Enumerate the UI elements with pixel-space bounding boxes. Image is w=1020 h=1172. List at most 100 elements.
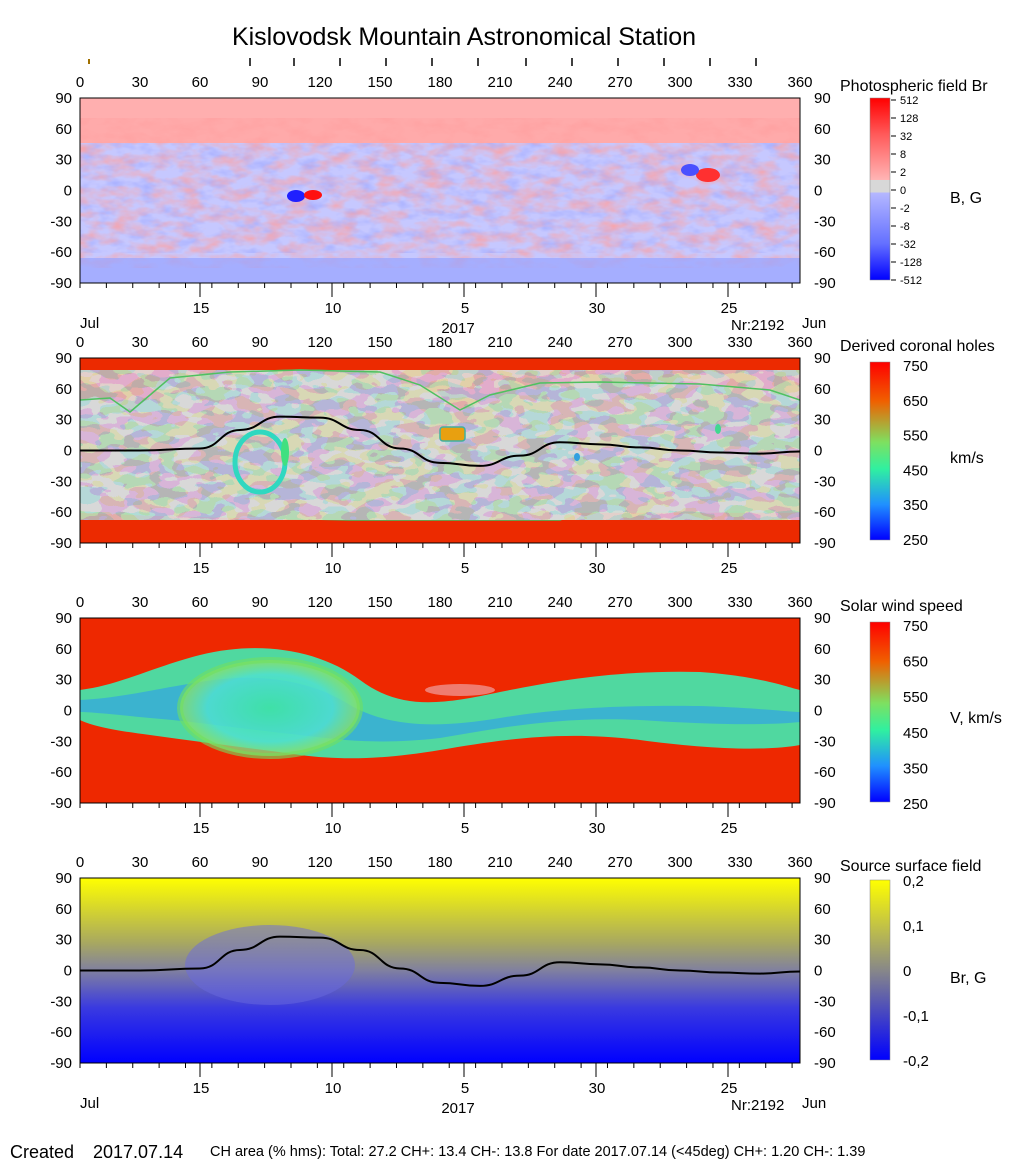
neutral-line: [79, 935, 801, 987]
x-tick-label: 150: [367, 594, 392, 611]
x-tick-label: 300: [667, 854, 692, 871]
y-tick-label-left: 30: [55, 672, 72, 689]
y-tick-label-right: -30: [814, 473, 836, 490]
date-tick-label: 10: [325, 560, 342, 577]
colorbar-tick-label: 0: [903, 963, 911, 980]
colorbar-source: [869, 879, 891, 1061]
date-tick-label: 5: [461, 300, 469, 317]
x-tick-label: 210: [487, 854, 512, 871]
colorbar-tick-label: -2: [900, 203, 910, 215]
photospheric-field-map: [80, 98, 800, 283]
colorbar-tick-label: 450: [903, 725, 928, 742]
x-tick-label: 60: [192, 854, 209, 871]
tiny-coronal-hole: [715, 424, 721, 434]
colorbar-tick-label: 512: [900, 95, 918, 107]
y-tick-label-right: 0: [814, 703, 822, 720]
x-tick-label: 0: [76, 854, 84, 871]
y-tick-label-right: -30: [814, 993, 836, 1010]
x-tick-label: 120: [307, 74, 332, 91]
colorbar-tick-label: 450: [903, 462, 928, 479]
small-coronal-hole: [439, 426, 466, 442]
y-tick-label-left: 0: [64, 183, 72, 200]
colorbar-tick-label: 350: [903, 760, 928, 777]
colorbar-tick-label: -32: [900, 239, 916, 251]
x-tick-label: 330: [727, 334, 752, 351]
y-tick-label-left: 60: [55, 381, 72, 398]
colorbar-tick-label: 750: [903, 618, 928, 635]
colorbar-unit: Br, G: [950, 970, 986, 987]
closed-field-texture: [80, 370, 800, 520]
x-tick-label: 60: [192, 334, 209, 351]
y-tick-label-left: -90: [50, 795, 72, 812]
colorbar-unit: V, km/s: [950, 710, 1002, 727]
year-label: 2017: [441, 1100, 474, 1117]
y-tick-label-right: 0: [814, 183, 822, 200]
source-negative-bulge: [185, 925, 355, 1005]
x-tick-label: 30: [132, 334, 149, 351]
date-tick-label: 30: [589, 300, 606, 317]
solar-wind-map: [80, 618, 800, 803]
x-tick-label: 90: [252, 854, 269, 871]
y-tick-label-left: -30: [50, 733, 72, 750]
x-tick-label: 0: [76, 594, 84, 611]
month-left-label: Jul: [80, 1095, 99, 1112]
colorbar-tick-label: -0,2: [903, 1053, 929, 1070]
colorbar-tick-label: -128: [900, 257, 922, 269]
figure-title: Kislovodsk Mountain Astronomical Station: [232, 23, 696, 51]
colorbar-tick-label: -8: [900, 221, 910, 233]
colorbar-tick-label: 350: [903, 497, 928, 514]
y-tick-label-right: -30: [814, 213, 836, 230]
y-tick-label-left: -90: [50, 1055, 72, 1072]
y-tick-label-right: -60: [814, 764, 836, 781]
y-tick-label-left: 0: [64, 963, 72, 980]
y-tick-label-left: -60: [50, 244, 72, 261]
y-tick-label-left: 60: [55, 641, 72, 658]
y-tick-label-left: 30: [55, 152, 72, 169]
y-tick-label-right: 30: [814, 152, 831, 169]
source-surface-map: [80, 878, 800, 1063]
x-tick-label: 90: [252, 594, 269, 611]
y-tick-label-right: -60: [814, 1024, 836, 1041]
x-tick-label: 210: [487, 334, 512, 351]
y-tick-label-right: 30: [814, 672, 831, 689]
slow-wind-blob: [180, 660, 360, 756]
map-frame: [79, 97, 801, 284]
y-tick-label-left: 90: [55, 90, 72, 107]
y-tick-label-right: 30: [814, 932, 831, 949]
date-tick-label: 30: [589, 820, 606, 837]
colorbar-tick-label: -512: [900, 275, 922, 287]
date-tick-label: 30: [589, 1080, 606, 1097]
x-tick-label: 30: [132, 74, 149, 91]
x-tick-label: 300: [667, 74, 692, 91]
y-tick-label-left: 30: [55, 932, 72, 949]
y-tick-label-left: 90: [55, 870, 72, 887]
colorbar-tick-label: 32: [900, 131, 912, 143]
y-tick-label-left: 90: [55, 610, 72, 627]
x-tick-label: 240: [547, 74, 572, 91]
x-tick-label: 330: [727, 74, 752, 91]
colorbar-tick-label: 550: [903, 689, 928, 706]
y-tick-label-left: 0: [64, 443, 72, 460]
coronal-hole-stats: CH area (% hms): Total: 27.2 CH+: 13.4 C…: [210, 1144, 866, 1160]
x-tick-label: 120: [307, 594, 332, 611]
colorbar-tick-label: 0,2: [903, 873, 924, 890]
y-tick-label-right: 90: [814, 870, 831, 887]
y-tick-label-left: -60: [50, 504, 72, 521]
y-tick-label-right: 0: [814, 963, 822, 980]
x-tick-label: 60: [192, 594, 209, 611]
coronal-hole-boundary: [80, 369, 800, 413]
date-tick-label: 15: [193, 300, 210, 317]
rotation-label: Nr:2192: [731, 317, 784, 334]
y-tick-label-right: 0: [814, 443, 822, 460]
y-tick-label-right: 90: [814, 350, 831, 367]
x-tick-label: 330: [727, 854, 752, 871]
y-tick-label-left: 0: [64, 703, 72, 720]
colorbar-tick-label: 0: [900, 185, 906, 197]
y-tick-label-left: 30: [55, 412, 72, 429]
y-tick-label-right: -90: [814, 1055, 836, 1072]
colorbar-tick-label: 0,1: [903, 918, 924, 935]
solar-maps-figure: Kislovodsk Mountain Astronomical Station: [50, 23, 1002, 1117]
north-cap: [80, 98, 800, 118]
active-region-positive: [304, 190, 322, 200]
